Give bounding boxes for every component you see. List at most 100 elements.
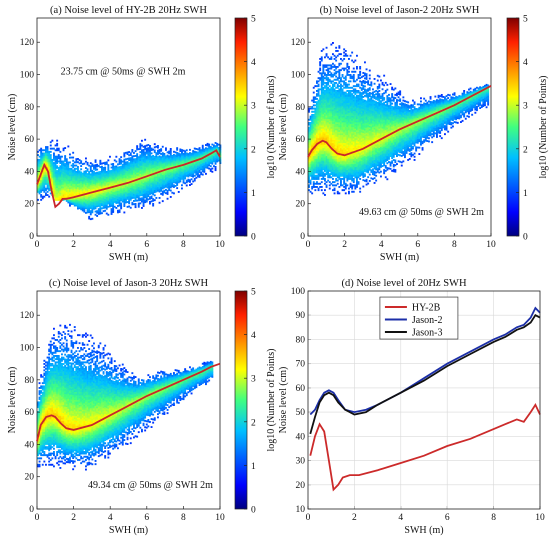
y-tick-label: 100 [291,71,306,81]
x-tick-label: 4 [108,513,113,523]
y-tick-label: 50 [296,408,306,418]
y-tick-label: 80 [25,103,35,113]
x-axis-label: SWH (m) [404,525,443,536]
panel-d: 0 2 4 6 8 10 10 20 30 40 50 60 70 80 90 100 (d) Noise le… [278,278,545,536]
x-tick-label: 8 [491,513,496,523]
y-tick-label: 70 [296,360,306,370]
colorbar-tick-label: 5 [251,15,256,25]
colorbar-tick-label: 2 [251,418,256,428]
y-tick-label: 100 [291,287,306,297]
y-tick-label: 80 [25,376,35,386]
x-axis-label: SWH (m) [109,252,148,263]
panel-title: (a) Noise level of HY-2B 20Hz SWH [50,5,207,16]
y-tick-label: 0 [300,232,305,242]
annotation-text: 23.75 cm @ 50ms @ SWH 2m [61,67,186,78]
y-tick-label: 20 [25,473,35,483]
plot-frame [36,290,221,510]
colorbar-tick-label: 5 [251,288,256,298]
colorbar: 0 1 2 3 4 5 log10 (Number of Points) [234,15,277,243]
legend-entry: Jason-2 [412,315,443,326]
x-tick-label: 6 [445,513,450,523]
colorbar-tick-label: 3 [523,102,528,112]
x-tick-label: 2 [342,240,347,250]
x-tick-label: 2 [71,240,76,250]
legend-entry: HY-2B [412,303,441,314]
y-tick-label: 60 [25,408,35,418]
x-axis-label: SWH (m) [109,525,148,536]
trend-line [36,149,221,209]
annotation-text: 49.63 cm @ 50ms @ SWH 2m [359,207,484,218]
colorbar-label: log10 (Number of Points) [266,348,277,451]
colorbar-scale [234,290,248,510]
colorbar-tick-label: 3 [251,102,256,112]
panel-title: (b) Noise level of Jason-2 20Hz SWH [320,5,480,16]
x-tick-label: 0 [35,513,40,523]
y-tick-label: 80 [296,335,306,345]
x-tick-label: 10 [535,513,545,523]
x-tick-label: 10 [215,513,225,523]
colorbar-tick-label: 4 [251,58,256,68]
x-tick-label: 10 [486,240,496,250]
series-line-hy-2b [309,402,541,492]
x-tick-label: 0 [35,240,40,250]
panel-title: (c) Noise level of Jason-3 20Hz SWH [49,278,209,289]
x-tick-label: 0 [306,513,311,523]
y-tick-label: 30 [296,457,306,467]
colorbar-tick-label: 0 [251,233,256,243]
colorbar-tick-label: 1 [523,189,528,199]
x-tick-label: 4 [398,513,403,523]
annotation-text: 49.34 cm @ 50ms @ SWH 2m [88,480,213,491]
density-cloud [37,323,214,471]
y-tick-label: 100 [20,71,35,81]
y-tick-label: 60 [296,135,306,145]
legend-entry: Jason-3 [412,328,443,339]
x-tick-label: 4 [108,240,113,250]
x-tick-label: 6 [415,240,420,250]
density-cloud [308,42,490,196]
colorbar-tick-label: 0 [251,506,256,516]
y-tick-label: 100 [20,344,35,354]
plot-frame [36,17,221,237]
y-tick-label: 90 [296,311,306,321]
plot-frame [307,17,492,237]
y-tick-label: 40 [25,167,35,177]
plot-frame [307,290,541,510]
colorbar-tick-label: 1 [251,462,256,472]
colorbar-tick-label: 4 [523,58,528,68]
y-tick-label: 0 [29,505,34,515]
y-tick-label: 120 [291,38,306,48]
series-line-jason-3 [309,314,541,435]
colorbar-tick-label: 3 [251,375,256,385]
colorbar-label: log10 (Number of Points) [538,75,549,178]
colorbar-tick-label: 0 [523,233,528,243]
y-tick-label: 40 [296,167,306,177]
y-tick-label: 20 [296,481,306,491]
colorbar-tick-label: 5 [523,15,528,25]
y-tick-label: 10 [296,505,306,515]
panel-title: (d) Noise level of 20Hz SWH [341,278,467,289]
colorbar-tick-label: 2 [251,145,256,155]
x-tick-label: 4 [379,240,384,250]
y-tick-label: 20 [296,200,306,210]
y-tick-label: 120 [20,311,35,321]
y-axis-label: Noise level (cm) [7,94,18,161]
colorbar-tick-label: 4 [251,331,256,341]
colorbar: 0 1 2 3 4 5 log10 (Number of Points) [234,288,277,516]
y-tick-label: 60 [296,384,306,394]
y-tick-label: 60 [25,135,35,145]
x-tick-label: 0 [306,240,311,250]
y-tick-label: 120 [20,38,35,48]
x-tick-label: 2 [71,513,76,523]
x-tick-label: 8 [452,240,457,250]
x-tick-label: 2 [352,513,357,523]
colorbar: 0 1 2 3 4 5 log10 (Number of Points) [506,15,549,243]
y-tick-label: 40 [296,432,306,442]
colorbar-label: log10 (Number of Points) [266,75,277,178]
trend-line [307,85,492,158]
x-tick-label: 8 [181,240,186,250]
trend-line [36,362,221,442]
